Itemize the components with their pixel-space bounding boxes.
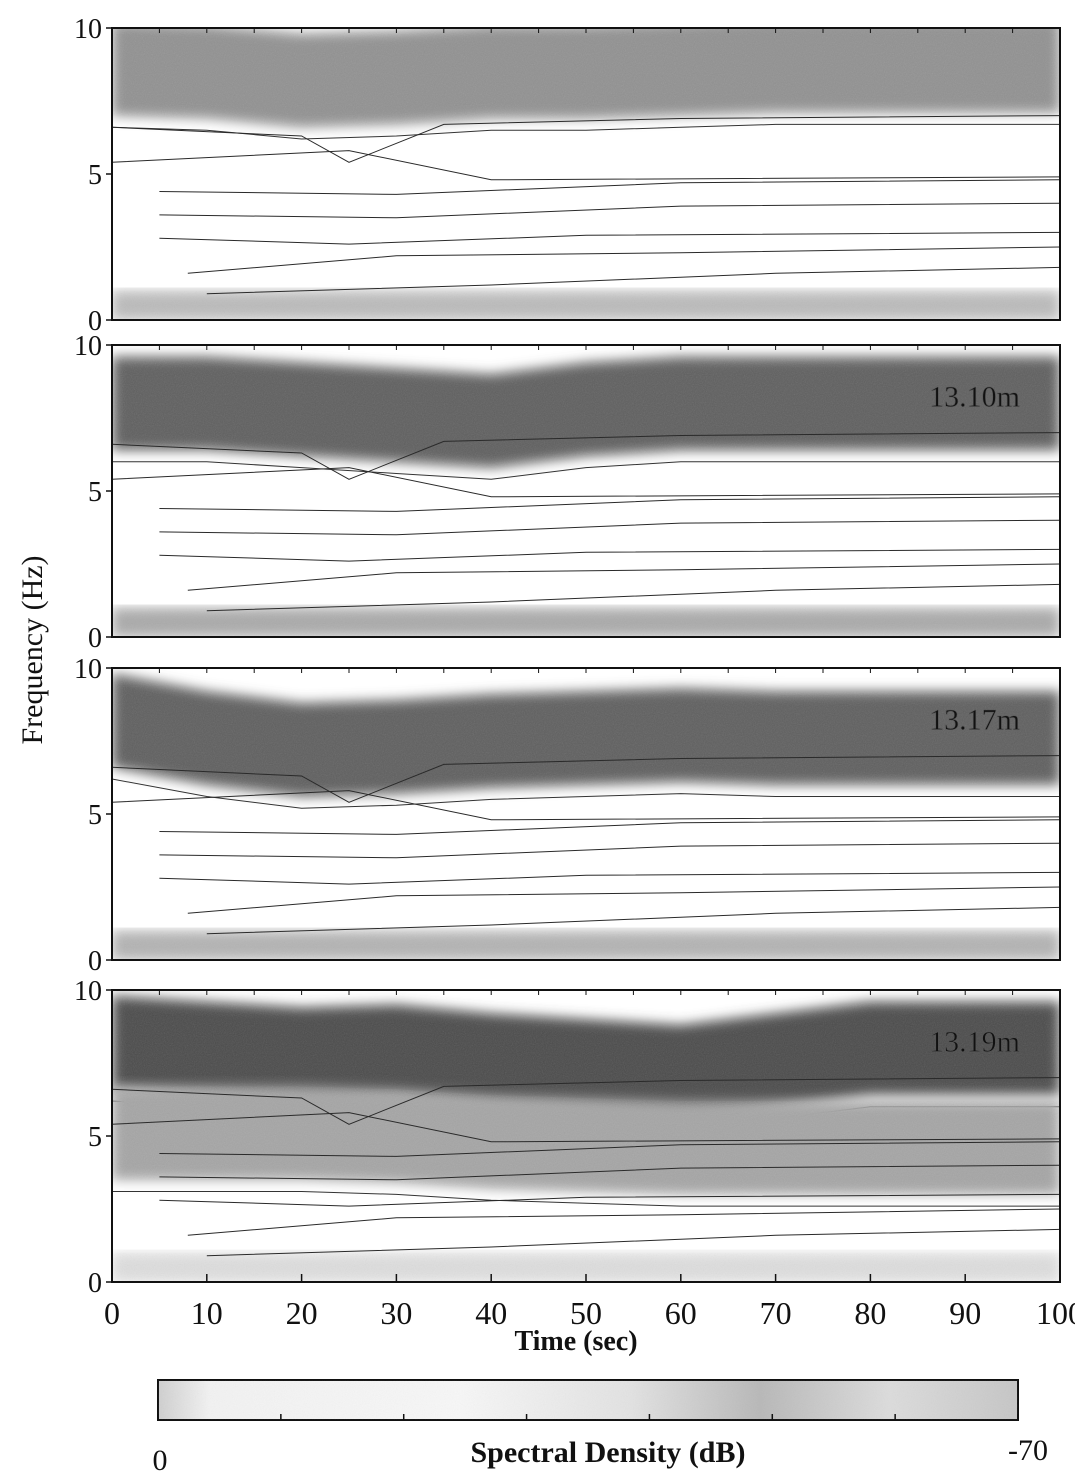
contour-line	[159, 871, 1060, 885]
contour-line	[159, 1164, 1060, 1181]
spectrogram-panel-1: 0 5 10	[74, 14, 1061, 337]
y-tick-label: 10	[74, 14, 102, 45]
colorbar-grain	[158, 1380, 1018, 1420]
x-tick-label: 20	[286, 1295, 318, 1331]
x-tick-label: 80	[854, 1295, 886, 1331]
y-tick-label: 10	[74, 976, 102, 1007]
x-tick-label: 50	[570, 1295, 602, 1331]
contour-line	[112, 432, 1060, 480]
low-band-grain	[112, 607, 1060, 637]
x-tick-label: 10	[191, 1295, 223, 1331]
contour-line	[206, 1228, 1060, 1257]
ridge-grain	[112, 28, 1060, 128]
contour-line	[112, 150, 1060, 181]
y-tick-label: 0	[88, 1268, 102, 1299]
x-tick-label: 60	[665, 1295, 697, 1331]
low-band-grain	[112, 930, 1060, 960]
x-tick-label: 90	[949, 1295, 981, 1331]
x-axis-label: Time (sec)	[514, 1326, 637, 1357]
ridge-grain	[112, 673, 1060, 797]
colorbar-label: Spectral Density (dB)	[471, 1436, 746, 1469]
x-tick-label: 0	[104, 1295, 120, 1331]
panel-label: 13.10m	[929, 380, 1020, 413]
low-band-grain	[112, 290, 1060, 320]
x-tick-label: 30	[380, 1295, 412, 1331]
ridge-grain	[112, 356, 1060, 468]
contour-line	[112, 755, 1060, 803]
y-tick-label: 5	[88, 477, 102, 508]
contour-line	[112, 1077, 1060, 1125]
colorbar-max-label: -70	[1008, 1434, 1048, 1467]
contour-line	[112, 123, 1060, 140]
colorbar-min-label: 0	[153, 1444, 168, 1475]
contour-line	[187, 563, 1060, 591]
spectrogram-panel-3: 0 5 10 13.17m	[74, 654, 1061, 977]
panel-label: 13.19m	[929, 1025, 1020, 1058]
y-tick-label: 5	[88, 800, 102, 831]
y-tick-label: 0	[88, 623, 102, 654]
spectrogram-panel-2: 0 5 10 13.10m	[74, 331, 1061, 654]
contour-line	[159, 1141, 1060, 1157]
x-tick-label: 100	[1036, 1295, 1075, 1331]
contour-line	[112, 467, 1060, 498]
y-tick-label: 0	[88, 946, 102, 977]
ridge-grain	[112, 995, 1060, 1119]
contour-line	[187, 1208, 1060, 1236]
contour-line	[112, 1112, 1060, 1143]
contour-line	[159, 819, 1060, 835]
y-tick-label: 10	[74, 654, 102, 685]
y-tick-label: 5	[88, 1122, 102, 1153]
contour-line	[187, 886, 1060, 914]
contour-line	[187, 246, 1060, 274]
contour-line	[159, 1193, 1060, 1207]
contour-line	[112, 115, 1060, 163]
y-tick-label: 10	[74, 331, 102, 362]
contour-line	[159, 548, 1060, 562]
contour-line	[159, 519, 1060, 536]
contour-line	[206, 583, 1060, 612]
contour-line	[112, 790, 1060, 821]
x-tick-label: 70	[760, 1295, 792, 1331]
x-tick-label: 40	[475, 1295, 507, 1331]
contour-line	[206, 266, 1060, 295]
contour-line	[159, 231, 1060, 245]
contour-line	[159, 202, 1060, 219]
contour-line	[206, 906, 1060, 935]
contour-line	[159, 179, 1060, 195]
y-tick-label: 5	[88, 160, 102, 191]
y-tick-label: 0	[88, 306, 102, 337]
contour-line	[159, 842, 1060, 859]
contour-line	[159, 496, 1060, 512]
contour-line	[112, 1191, 1060, 1207]
contour-line	[112, 778, 1060, 809]
panel-label: 13.17m	[929, 703, 1020, 736]
y-axis-label: Frequency (Hz)	[16, 555, 49, 744]
contour-line	[112, 461, 1060, 480]
spectrogram-panel-4: 0 5 10 13.19m	[74, 976, 1061, 1299]
